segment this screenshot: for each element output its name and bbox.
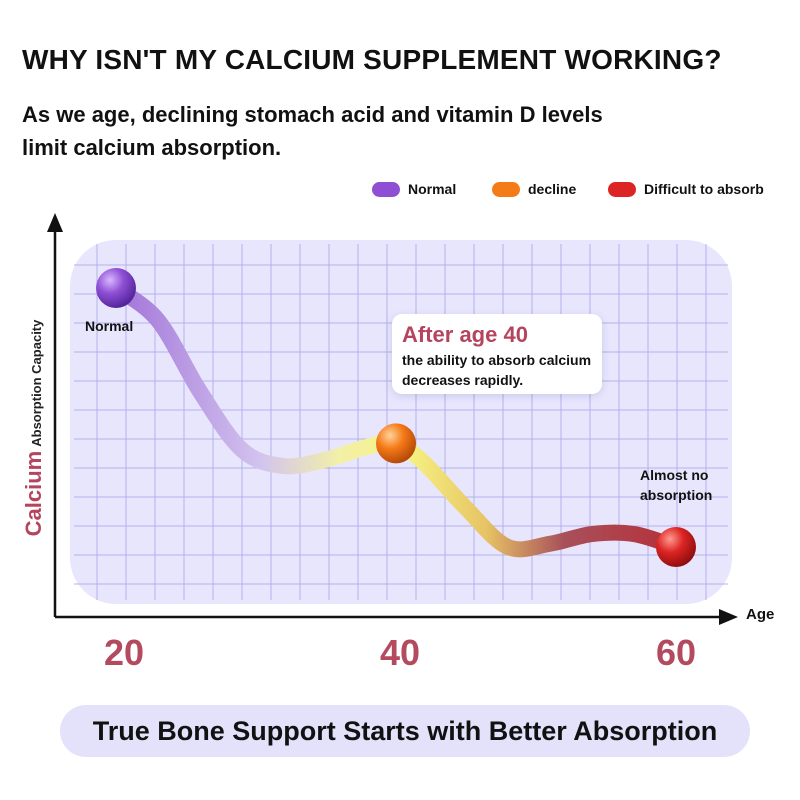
normal-annotation: Normal xyxy=(85,318,134,334)
page-title: WHY ISN'T MY CALCIUM SUPPLEMENT WORKING? xyxy=(22,44,722,75)
legend-label-difficult: Difficult to absorb xyxy=(644,181,764,197)
legend-item-decline: decline xyxy=(492,181,576,197)
tagline-text: True Bone Support Starts with Better Abs… xyxy=(92,715,718,746)
tagline-banner: True Bone Support Starts with Better Abs… xyxy=(60,705,750,757)
legend-swatch-normal xyxy=(372,181,400,197)
page-subtitle: As we age, declining stomach acid and vi… xyxy=(22,102,603,160)
chart-legend: Normal decline Difficult to absorb xyxy=(0,181,800,205)
callout-heading: After age 40 xyxy=(402,322,528,347)
y-axis-arrow xyxy=(47,213,63,232)
age-40-callout: After age 40 the ability to absorb calci… xyxy=(392,314,602,394)
legend-swatch-decline xyxy=(492,181,520,197)
x-axis-arrow xyxy=(719,609,738,625)
x-tick-60: 60 xyxy=(655,632,697,673)
legend-item-difficult: Difficult to absorb xyxy=(608,181,764,197)
x-axis-label: Age xyxy=(746,606,775,623)
marker-age-20 xyxy=(96,268,136,308)
x-tick-40: 40 xyxy=(379,632,421,673)
almost-no-absorption-annotation: Almost no absorption xyxy=(640,467,713,503)
callout-body: the ability to absorb calcium decreases … xyxy=(402,352,592,388)
y-axis-label-main: Calcium xyxy=(21,450,46,537)
stage-markers xyxy=(96,268,696,567)
marker-age-60 xyxy=(656,527,696,567)
legend-item-normal: Normal xyxy=(372,181,456,197)
x-tick-20: 20 xyxy=(103,632,145,673)
marker-age-40 xyxy=(376,423,416,464)
plot-background xyxy=(70,240,732,604)
y-axis-label-sub: Absorption Capacity xyxy=(29,319,44,447)
legend-label-decline: decline xyxy=(528,181,577,197)
legend-label-normal: Normal xyxy=(408,181,457,197)
y-axis-label: Calcium Absorption Capacity xyxy=(21,320,47,537)
legend-swatch-difficult xyxy=(608,181,636,197)
